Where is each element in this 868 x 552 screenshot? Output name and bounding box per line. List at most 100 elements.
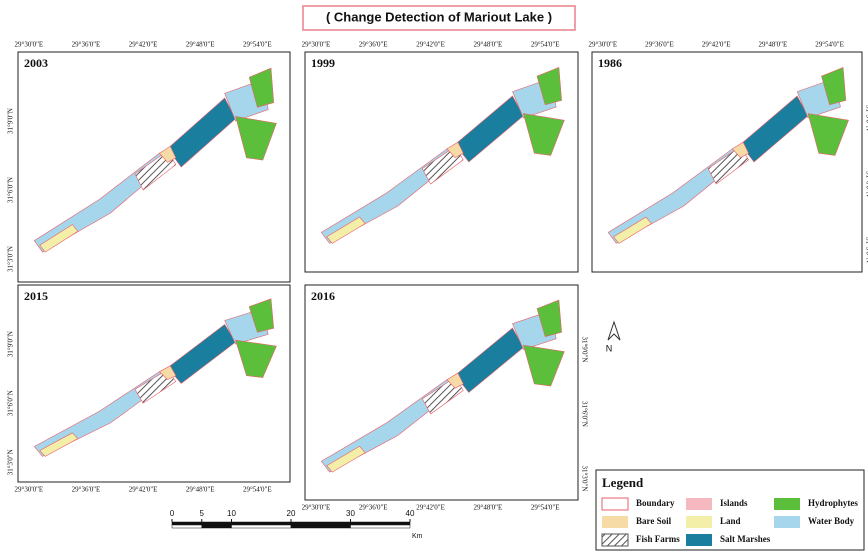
lake-zone	[39, 432, 79, 457]
longitude-label: 29°30'0"E	[302, 504, 331, 512]
longitude-label: 29°54'0"E	[531, 41, 560, 49]
legend-swatch	[601, 497, 629, 511]
latitude-label: 31°6'0"N	[864, 171, 868, 197]
longitude-label: 29°48'0"E	[186, 486, 215, 494]
scale-tick-label: 40	[406, 509, 415, 518]
latitude-label: 31°3'0"N	[864, 237, 868, 263]
scale-segment	[350, 524, 411, 529]
legend-swatch	[602, 516, 628, 528]
lake-zone	[248, 298, 275, 333]
lake-zone	[613, 216, 652, 244]
scale-tick-label: 20	[287, 509, 296, 518]
latitude-label: 31°9'0"N	[7, 108, 15, 134]
latitude-label: 31°6'0"N	[7, 177, 15, 203]
legend-swatch	[601, 533, 629, 547]
legend-swatch	[774, 516, 800, 528]
longitude-label: 29°36'0"E	[359, 41, 388, 49]
longitude-label: 29°42'0"E	[129, 486, 158, 494]
latitude-label: 31°6'0"N	[580, 401, 588, 427]
lake-zone	[522, 113, 565, 156]
scale-segment	[290, 524, 351, 529]
legend-swatch	[686, 498, 712, 510]
longitude-label: 29°48'0"E	[474, 41, 503, 49]
scale-segment	[231, 521, 292, 526]
longitude-label: 29°30'0"E	[588, 41, 617, 49]
longitude-label: 29°54'0"E	[243, 486, 272, 494]
longitude-label: 29°42'0"E	[129, 41, 158, 49]
lake-zone	[326, 445, 366, 473]
lake-zone	[731, 141, 749, 158]
latitude-label: 31°9'0"N	[7, 331, 15, 357]
lake-zone	[326, 216, 366, 244]
longitude-label: 29°48'0"E	[474, 504, 503, 512]
longitude-label: 29°42'0"E	[416, 41, 445, 49]
scale-unit: Km	[412, 533, 423, 540]
legend-box	[595, 469, 865, 551]
longitude-label: 29°48'0"E	[186, 41, 215, 49]
legend-swatch	[686, 534, 712, 546]
scale-segment	[350, 521, 411, 526]
lake-zone	[158, 145, 177, 163]
lake-zone	[158, 365, 177, 380]
lake-zone	[446, 141, 464, 158]
longitude-label: 29°48'0"E	[759, 41, 788, 49]
scale-segment	[171, 524, 202, 529]
legend-label: Boundary	[636, 498, 675, 508]
lake-zone	[522, 344, 565, 387]
latitude-label: 31°3'0"N	[7, 246, 15, 272]
longitude-label: 29°30'0"E	[302, 41, 331, 49]
map-panel: 2016 29°30'0"E 29°36'0"E 29°42'0"E 29°48'0"E…	[302, 284, 588, 512]
panel-year: 2016	[311, 289, 335, 303]
longitude-label: 29°30'0"E	[15, 41, 44, 49]
lake-zone	[446, 372, 464, 389]
map-panel: 2003 29°30'0"E 29°36'0"E 29°42'0"E 29°48'0"E…	[7, 41, 291, 283]
scale-segment	[290, 521, 351, 526]
panel-year: 1999	[311, 56, 335, 70]
map-panel: 2015 29°30'0"E 29°36'0"E 29°42'0"E 29°48'0"E…	[7, 284, 291, 494]
legend-label: Water Body	[808, 516, 855, 526]
legend-label: Fish Farms	[636, 534, 680, 544]
lake-zone	[248, 67, 275, 108]
scale-segment	[231, 524, 292, 529]
legend-label: Bare Soil	[636, 516, 672, 526]
legend-swatch	[774, 498, 800, 510]
lake-zone	[536, 66, 562, 106]
latitude-label: 31°9'0"N	[864, 105, 868, 131]
lake-zone	[134, 150, 177, 191]
legend-swatch	[686, 516, 712, 528]
longitude-label: 29°36'0"E	[645, 41, 674, 49]
lake-zone	[235, 339, 277, 378]
map-panel: 1999 29°30'0"E 29°36'0"E 29°42'0"E 29°48'0"E…	[302, 41, 579, 273]
scale-tick-label: 0	[170, 509, 175, 518]
longitude-label: 29°54'0"E	[531, 504, 560, 512]
lake-zone	[807, 113, 849, 156]
legend-label: Land	[720, 516, 741, 526]
lake-zone	[422, 146, 464, 185]
longitude-label: 29°30'0"E	[15, 486, 44, 494]
lake-zone	[422, 376, 464, 415]
panel-year: 2003	[24, 56, 48, 70]
panel-year: 1986	[598, 56, 622, 70]
north-arrow	[607, 320, 621, 341]
scale-tick-label: 10	[227, 509, 236, 518]
scale-segment	[201, 524, 232, 529]
scale-tick-label: 5	[200, 509, 205, 518]
latitude-label: 31°3'0"N	[7, 449, 15, 475]
longitude-label: 29°36'0"E	[72, 486, 101, 494]
latitude-label: 31°6'0"N	[7, 390, 15, 416]
lake-zone	[39, 224, 79, 253]
map-panel: 1986 29°30'0"E 29°36'0"E 29°42'0"E 29°48'0"E…	[588, 41, 868, 273]
longitude-label: 29°54'0"E	[243, 41, 272, 49]
latitude-label: 31°9'0"N	[580, 337, 588, 363]
lake-zone	[707, 146, 749, 185]
legend-label: Salt Marshes	[720, 534, 771, 544]
legend-label: Hydrophytes	[808, 498, 858, 508]
legend-title: Legend	[602, 475, 644, 490]
longitude-label: 29°36'0"E	[72, 41, 101, 49]
lake-zone	[821, 66, 847, 106]
longitude-label: 29°36'0"E	[359, 504, 388, 512]
panel-year: 2015	[24, 289, 48, 303]
north-label: N	[606, 343, 613, 353]
title-box	[302, 5, 576, 31]
